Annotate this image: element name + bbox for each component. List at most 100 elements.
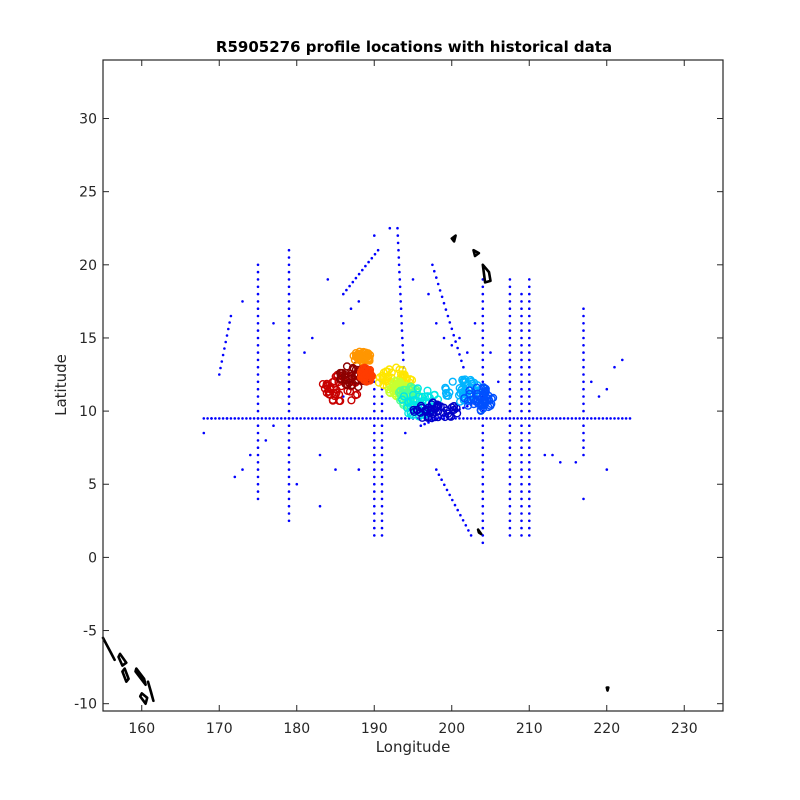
historical-point <box>373 482 376 486</box>
historical-point <box>249 417 252 420</box>
historical-point <box>481 358 485 362</box>
historical-point <box>342 322 345 325</box>
historical-point <box>241 300 244 303</box>
historical-point <box>508 322 512 325</box>
historical-point <box>287 461 291 464</box>
historical-point <box>547 417 550 420</box>
historical-point <box>206 417 209 420</box>
profile-point <box>465 386 474 395</box>
historical-point <box>272 322 275 325</box>
historical-point <box>287 490 291 493</box>
profile-point <box>360 376 369 385</box>
historical-point <box>582 314 585 318</box>
historical-point <box>353 417 357 420</box>
historical-point <box>435 322 438 325</box>
historical-point <box>462 406 465 410</box>
historical-point <box>256 358 260 362</box>
historical-point <box>497 417 500 420</box>
coastline <box>476 528 483 536</box>
historical-point <box>582 439 585 442</box>
historical-point <box>590 417 593 420</box>
historical-point <box>276 417 279 420</box>
historical-point <box>508 365 512 369</box>
historical-point <box>582 344 585 347</box>
historical-point <box>326 278 330 281</box>
profile-point <box>364 355 374 364</box>
historical-point <box>528 417 531 420</box>
historical-point <box>466 351 469 354</box>
historical-point <box>218 373 221 376</box>
historical-point <box>295 417 299 420</box>
historical-point <box>528 292 531 296</box>
historical-point <box>528 358 531 362</box>
historical-point <box>218 417 221 420</box>
historical-point <box>349 307 353 311</box>
profile-point <box>393 379 402 388</box>
historical-point <box>437 473 441 477</box>
coastline <box>472 248 481 258</box>
historical-point <box>481 307 485 311</box>
historical-point <box>256 439 260 442</box>
historical-point <box>435 468 438 471</box>
historical-point <box>256 402 260 406</box>
profile-point <box>457 385 466 395</box>
y-tick-label: -10 <box>74 697 97 713</box>
historical-point <box>520 314 523 318</box>
historical-point <box>256 322 260 325</box>
historical-point <box>528 534 531 537</box>
profile-point <box>328 396 338 405</box>
historical-point <box>256 395 260 398</box>
historical-point <box>555 417 558 420</box>
historical-point <box>520 453 523 457</box>
historical-point <box>380 402 384 406</box>
historical-point <box>520 336 523 340</box>
historical-point <box>384 417 388 420</box>
profile-point <box>423 386 432 395</box>
historical-point <box>481 446 485 450</box>
historical-point <box>448 321 452 324</box>
historical-point <box>400 322 404 325</box>
profile-point <box>464 401 473 410</box>
historical-point <box>508 278 512 281</box>
historical-point <box>566 417 570 420</box>
historical-point <box>440 478 443 482</box>
coastline <box>117 652 128 667</box>
historical-point <box>582 417 585 420</box>
historical-point <box>508 504 512 508</box>
coastline <box>101 636 116 662</box>
historical-point <box>221 417 225 420</box>
historical-point <box>256 461 260 464</box>
historical-point <box>256 424 260 428</box>
historical-point <box>357 417 361 420</box>
historical-point <box>582 351 585 354</box>
historical-point <box>400 417 403 420</box>
historical-point <box>520 534 523 537</box>
historical-point <box>264 439 268 442</box>
historical-point <box>357 272 361 276</box>
historical-point <box>287 468 291 471</box>
profile-point <box>480 384 489 393</box>
historical-point <box>373 252 377 256</box>
historical-point <box>357 468 361 471</box>
historical-point <box>582 322 585 325</box>
profile-point <box>413 384 422 393</box>
historical-point <box>380 439 384 442</box>
historical-point <box>334 468 337 471</box>
historical-point <box>462 417 465 420</box>
historical-point <box>481 292 485 296</box>
x-tick-label: 220 <box>593 721 620 737</box>
profile-point <box>421 405 430 415</box>
historical-point <box>450 344 454 347</box>
historical-point <box>466 417 469 420</box>
historical-point <box>311 336 314 340</box>
historical-point <box>256 409 260 413</box>
historical-point <box>528 475 531 479</box>
historical-point <box>256 307 260 311</box>
historical-point <box>624 417 628 420</box>
historical-point <box>504 417 508 420</box>
historical-point <box>287 248 291 252</box>
profile-point <box>444 391 453 401</box>
coastline <box>450 234 457 243</box>
historical-point <box>445 488 449 492</box>
